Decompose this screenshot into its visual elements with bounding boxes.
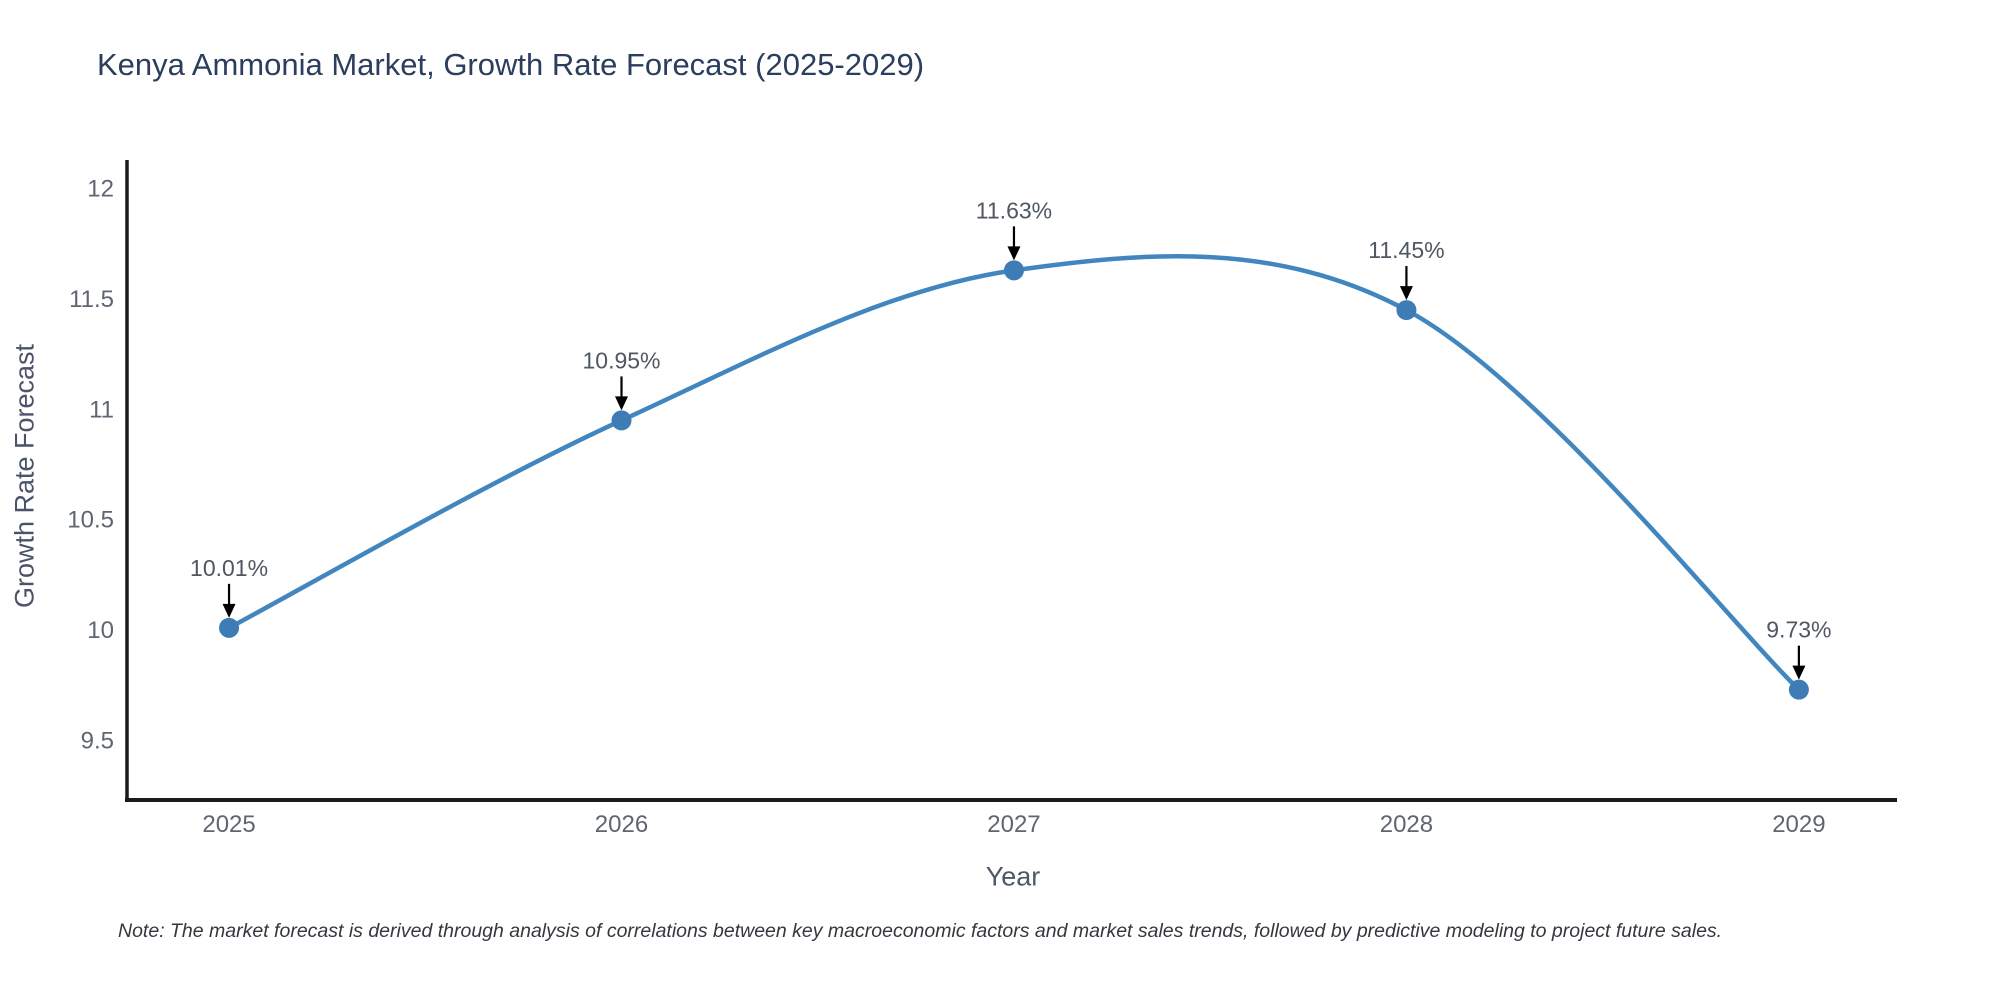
y-tick-label: 10.5 [67,507,114,534]
data-point-marker [219,617,240,638]
y-tick-label: 10 [87,617,114,644]
annotation-label: 10.01% [190,555,268,581]
annotation-label: 11.45% [1368,237,1444,263]
x-axis-title: Year [985,861,1041,892]
annotation-arrowhead [1007,246,1021,261]
annotation-label: 11.63% [976,197,1052,223]
y-tick-label: 11 [89,396,114,423]
x-tick-label: 2029 [1772,811,1825,838]
x-tick-label: 2028 [1380,811,1433,838]
chart-title: Kenya Ammonia Market, Growth Rate Foreca… [97,47,925,82]
series-line [226,254,1802,692]
data-point-marker [1003,260,1024,281]
x-tick-label: 2026 [595,811,648,838]
annotation-arrowhead [615,396,629,411]
footnote: Note: The market forecast is derived thr… [118,920,1723,942]
annotation-label: 9.73% [1766,617,1831,643]
y-tick-label: 11.5 [69,286,114,313]
data-point-marker [1396,300,1417,321]
x-tick-label: 2027 [987,811,1040,838]
data-point-marker [611,410,632,431]
y-axis-title: Growth Rate Forecast [9,343,40,609]
data-point-marker [1788,679,1809,700]
annotation-arrowhead [222,603,236,618]
y-tick-label: 9.5 [81,727,114,754]
annotation-arrowhead [1792,665,1806,680]
x-tick-label: 2025 [202,811,255,838]
y-tick-label: 12 [87,176,114,203]
annotation-label: 10.95% [582,347,660,373]
annotation-arrowhead [1399,286,1413,301]
